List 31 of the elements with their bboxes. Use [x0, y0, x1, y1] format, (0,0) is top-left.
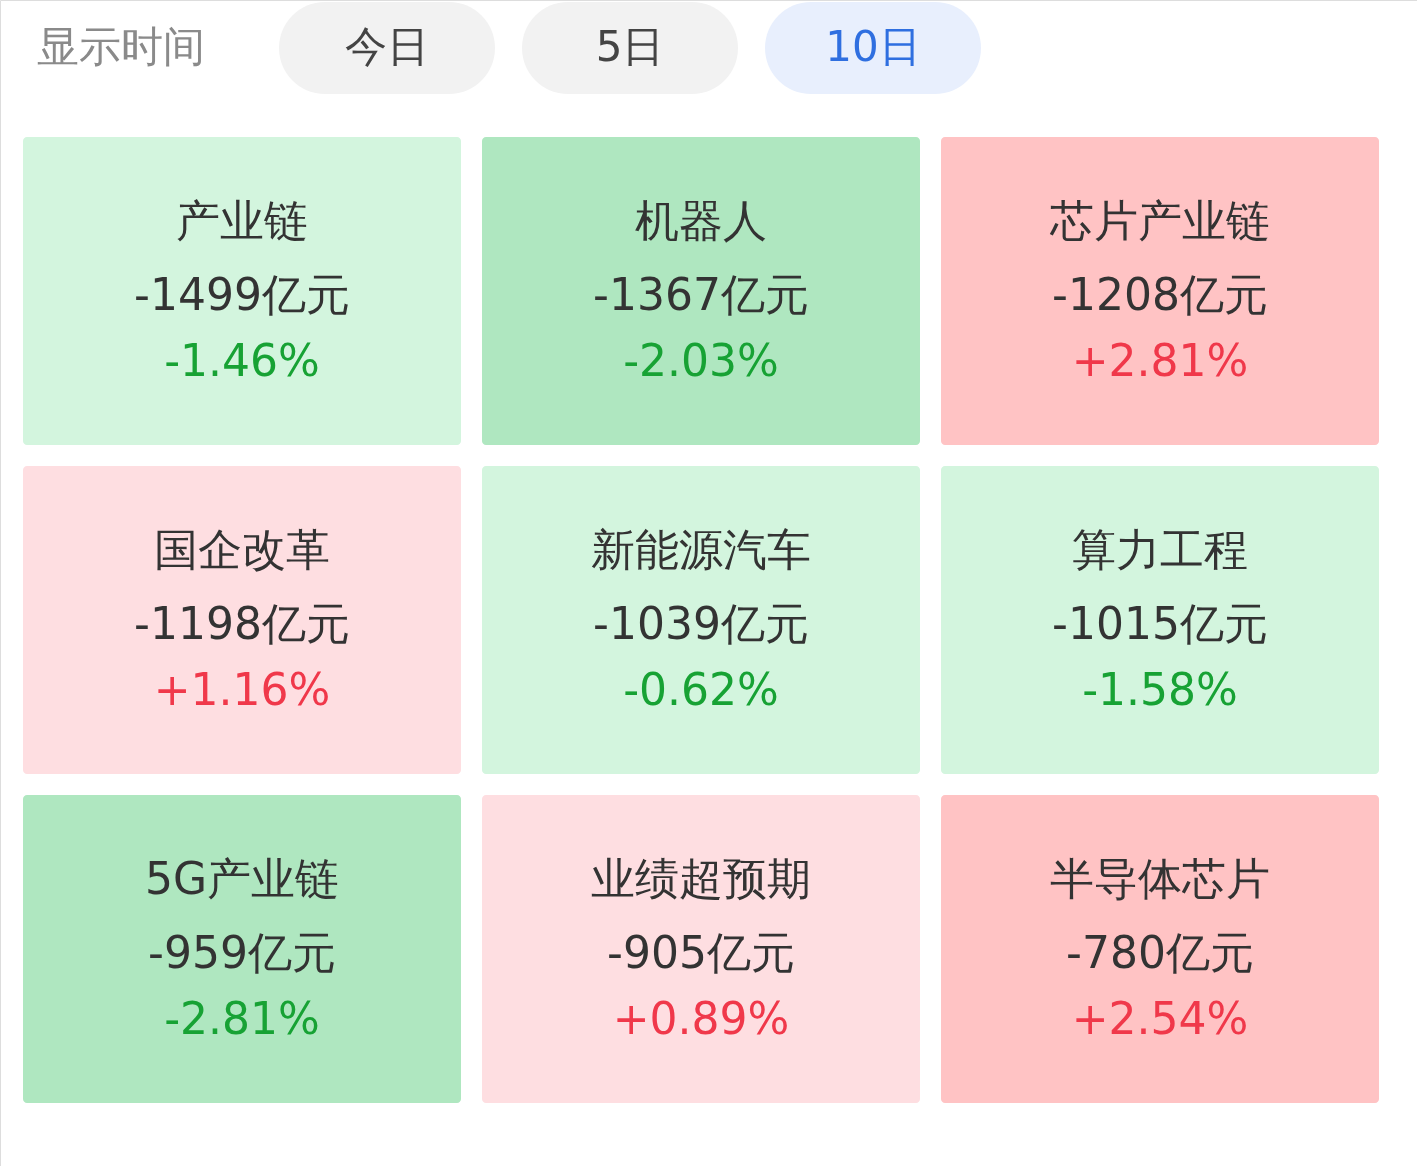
text: 5日	[595, 22, 665, 71]
category-label: 算力工程	[1072, 524, 1248, 575]
data-label: -1.46%	[164, 335, 320, 386]
data-label: -905亿元	[607, 927, 795, 978]
data-label: +2.54%	[1071, 993, 1249, 1044]
text: 显示时间	[37, 22, 205, 71]
category-label: 产业链	[176, 195, 308, 246]
data-label: +2.81%	[1071, 335, 1249, 386]
data-label: -1.58%	[1082, 664, 1238, 715]
category-label: 半导体芯片	[1050, 853, 1270, 904]
category-label: 国企改革	[154, 524, 330, 575]
category-label: 5G产业链	[144, 853, 340, 904]
data-label: -2.81%	[164, 993, 320, 1044]
data-label: -1367亿元	[593, 269, 809, 320]
category-label: 机器人	[635, 195, 767, 246]
data-label: -1015亿元	[1052, 598, 1268, 649]
data-label: +1.16%	[153, 664, 331, 715]
text: 10日	[825, 22, 921, 71]
data-label: -959亿元	[148, 927, 336, 978]
data-label: -1499亿元	[134, 269, 350, 320]
data-label: +0.89%	[612, 993, 790, 1044]
data-label: -1208亿元	[1052, 269, 1268, 320]
data-label: -1198亿元	[134, 598, 350, 649]
data-label: -2.03%	[623, 335, 779, 386]
data-label: -0.62%	[623, 664, 779, 715]
category-label: 业绩超预期	[591, 853, 811, 904]
data-label: -1039亿元	[593, 598, 809, 649]
data-label: -780亿元	[1066, 927, 1254, 978]
text: 今日	[345, 22, 429, 71]
category-label: 芯片产业链	[1049, 195, 1270, 246]
category-label: 新能源汽车	[591, 524, 811, 575]
